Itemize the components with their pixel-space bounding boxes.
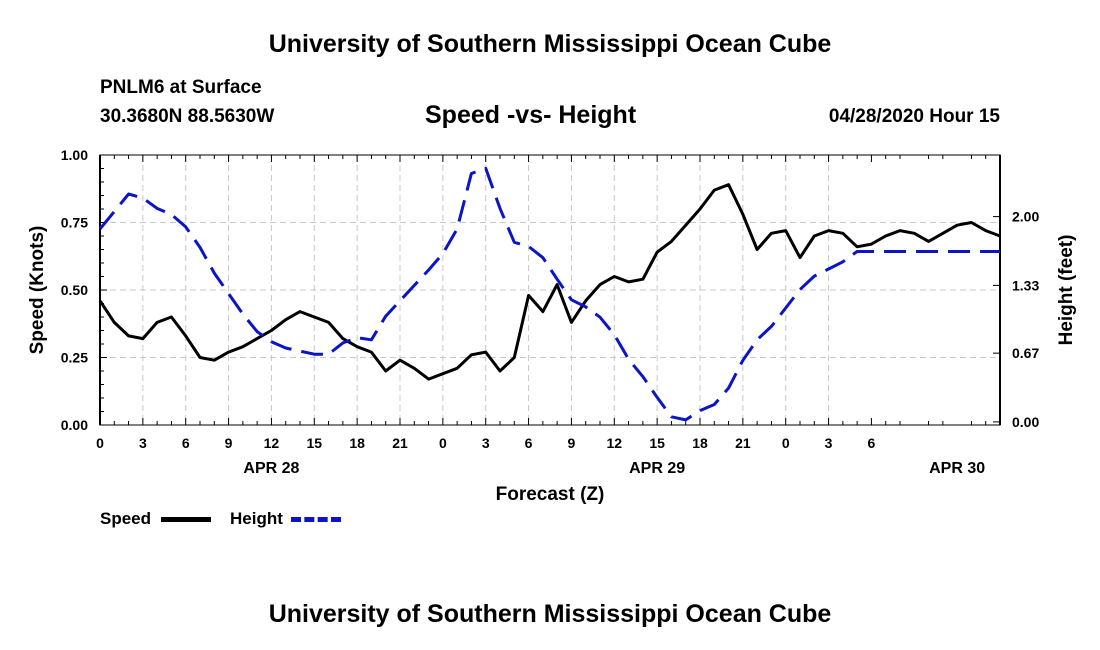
x-tick-label: 21 <box>735 435 751 451</box>
right-tick-label: 1.33 <box>1012 277 1039 293</box>
left-axis-title: Speed (Knots) <box>27 226 48 355</box>
legend-height-swatch <box>291 517 341 522</box>
date-label: APR 29 <box>629 460 685 477</box>
footer-title: University of Southern Mississippi Ocean… <box>268 600 832 628</box>
x-tick-label: 6 <box>868 435 876 451</box>
station-location: 30.3680N 88.5630W <box>100 106 275 127</box>
forecast-timestamp: 04/28/2020 Hour 15 <box>828 106 1000 127</box>
x-tick-label: 6 <box>182 435 190 451</box>
speed-height-chart: 0 3 6 9 12 15 18 21 0 3 6 9 12 15 18 21 0 3 6 0.00 0.25 0.50 0… <box>27 147 1077 505</box>
left-tick-label: 0.50 <box>61 282 88 298</box>
page-title: University of Southern Mississippi Ocean… <box>268 30 832 58</box>
x-tick-label: 15 <box>306 435 322 451</box>
grid-lines <box>100 155 1000 425</box>
right-tick-label: 0.67 <box>1012 345 1039 361</box>
plot-title: Speed -vs- Height <box>425 101 637 129</box>
x-tick-label: 0 <box>96 435 104 451</box>
left-tick-label: 1.00 <box>61 147 88 163</box>
date-label: APR 28 <box>243 460 299 477</box>
left-tick-label: 0.25 <box>61 350 88 366</box>
legend-speed-label: Speed <box>100 509 152 528</box>
legend-height-label: Height <box>230 509 283 528</box>
right-tick-label: 0.00 <box>1012 414 1039 430</box>
x-tick-label: 9 <box>225 435 233 451</box>
x-tick-label: 18 <box>349 435 365 451</box>
x-tick-label: 6 <box>525 435 533 451</box>
date-label: APR 30 <box>929 460 985 477</box>
data-series <box>98 166 1001 422</box>
height-series-line <box>98 166 1000 422</box>
right-axis-title: Height (feet) <box>1056 235 1077 346</box>
x-axis-title: Forecast (Z) <box>496 484 605 505</box>
right-tick-label: 2.00 <box>1012 209 1039 225</box>
x-tick-label: 9 <box>568 435 576 451</box>
x-tick-label: 3 <box>482 435 490 451</box>
speed-series-line <box>98 183 1001 381</box>
axes <box>99 154 1001 426</box>
x-tick-label: 21 <box>392 435 408 451</box>
legend-speed-swatch <box>161 517 211 522</box>
x-tick-label: 12 <box>606 435 622 451</box>
axis-labels: 0 3 6 9 12 15 18 21 0 3 6 9 12 15 18 21 0 3 6 0.00 0.25 0.50 0… <box>27 147 1077 505</box>
x-tick-label: 18 <box>692 435 708 451</box>
x-tick-label: 0 <box>782 435 790 451</box>
x-tick-label: 15 <box>649 435 665 451</box>
x-tick-label: 0 <box>439 435 447 451</box>
left-tick-label: 0.00 <box>61 417 88 433</box>
x-tick-label: 3 <box>825 435 833 451</box>
left-tick-label: 0.75 <box>61 215 88 231</box>
x-tick-label: 3 <box>139 435 147 451</box>
x-tick-label: 12 <box>264 435 280 451</box>
station-name: PNLM6 at Surface <box>100 77 262 98</box>
